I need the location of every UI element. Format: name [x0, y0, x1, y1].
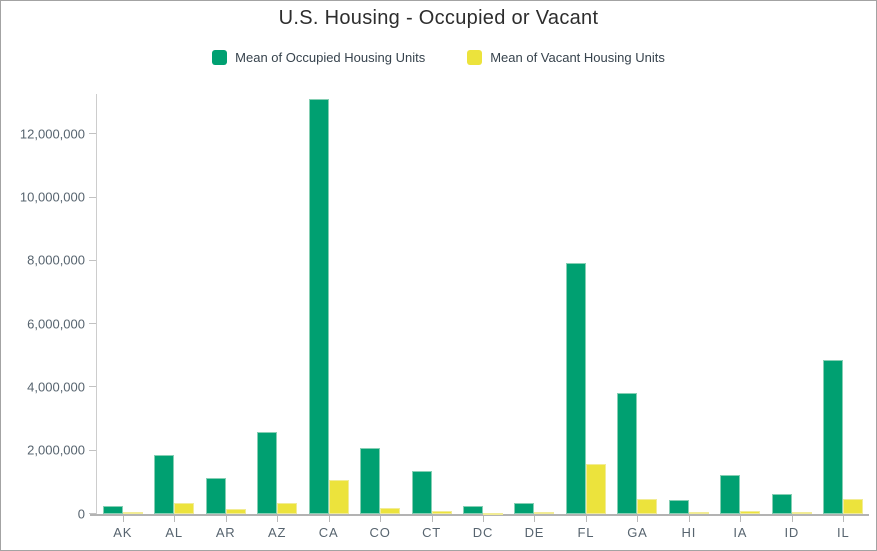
occupied-bar-az[interactable]	[257, 432, 278, 514]
x-axis-label-ct: CT	[422, 525, 441, 540]
x-axis-tick	[380, 516, 382, 522]
x-axis-label-dc: DC	[472, 525, 494, 540]
vacant-bar-ct[interactable]	[431, 511, 452, 514]
x-axis-label-co: CO	[369, 525, 391, 540]
x-axis-label-ca: CA	[318, 525, 339, 540]
vacant-bar-ga[interactable]	[637, 499, 658, 514]
vacant-bar-dc[interactable]	[483, 513, 503, 515]
x-axis-label-de: DE	[524, 525, 545, 540]
y-axis-tick-label: 8,000,000	[27, 252, 85, 268]
chart-title: U.S. Housing - Occupied or Vacant	[278, 7, 599, 29]
x-axis-label-ak: AK	[113, 525, 133, 540]
chart-legend: Mean of Occupied Housing Units Mean of Va…	[1, 50, 876, 65]
vacant-bar-co[interactable]	[380, 508, 401, 514]
x-axis-label-id: ID	[784, 525, 800, 540]
vacant-bar-il[interactable]	[843, 499, 864, 514]
occupied-bar-al[interactable]	[154, 455, 175, 514]
legend-item-vacant[interactable]: Mean of Vacant Housing Units	[467, 50, 665, 65]
x-axis-label-hi: HI	[681, 525, 697, 540]
y-axis-tick-label: 10,000,000	[19, 189, 85, 205]
occupied-bar-ga[interactable]	[617, 393, 638, 514]
vacant-bar-az[interactable]	[277, 503, 298, 514]
vacant-bar-ia[interactable]	[740, 511, 761, 514]
legend-item-label: Mean of Occupied Housing Units	[235, 50, 426, 65]
y-axis-line	[96, 94, 97, 514]
y-axis-tick-label: 4,000,000	[27, 379, 85, 395]
y-axis-tick-label: 12,000,000	[19, 126, 85, 142]
x-axis-label-fl: FL	[577, 525, 595, 540]
x-axis-label-ga: GA	[627, 525, 648, 540]
x-axis-tick	[843, 516, 845, 522]
x-axis-tick	[534, 516, 536, 522]
x-axis-tick	[483, 516, 484, 522]
occupied-bar-il[interactable]	[823, 360, 844, 514]
y-axis-tick	[89, 323, 96, 325]
x-axis-label-ia: IA	[733, 525, 748, 540]
x-axis-tick	[637, 516, 639, 522]
occupied-bar-id[interactable]	[771, 494, 792, 514]
legend-item-occupied[interactable]: Mean of Occupied Housing Units	[212, 50, 425, 65]
y-axis-tick	[89, 133, 96, 135]
x-axis-label-al: AL	[165, 525, 183, 540]
x-axis-tick	[688, 516, 690, 522]
occupied-bar-co[interactable]	[360, 448, 381, 514]
occupied-bar-fl[interactable]	[565, 263, 586, 514]
x-axis-tick	[225, 516, 227, 522]
occupied-bar-de[interactable]	[514, 503, 535, 514]
y-axis-tick	[89, 513, 96, 514]
y-axis-tick	[89, 196, 96, 198]
y-axis-tick-label: 0	[77, 506, 85, 521]
vacant-bar-fl[interactable]	[585, 464, 606, 514]
x-axis-tick	[277, 516, 279, 522]
vacant-bar-ca[interactable]	[328, 480, 349, 514]
vacant-bar-ar[interactable]	[225, 509, 246, 514]
x-axis-tick	[431, 516, 433, 522]
x-axis-tick	[122, 516, 124, 522]
vacant-bar-de[interactable]	[534, 512, 555, 514]
occupied-bar-dc[interactable]	[463, 506, 483, 514]
vacant-bar-ak[interactable]	[122, 512, 143, 514]
y-axis-tick	[89, 449, 96, 451]
x-axis-tick	[585, 516, 587, 522]
x-axis-label-il: IL	[837, 525, 850, 540]
x-axis-tick	[740, 516, 742, 522]
x-axis-tick	[174, 516, 176, 522]
vacant-bar-al[interactable]	[174, 503, 195, 514]
occupied-bar-ak[interactable]	[102, 506, 123, 514]
vacant-bar-hi[interactable]	[688, 512, 709, 514]
x-axis-tick	[791, 516, 793, 522]
x-axis-label-az: AZ	[268, 525, 287, 540]
occupied-bar-ct[interactable]	[411, 471, 432, 514]
legend-item-label: Mean of Vacant Housing Units	[490, 50, 665, 65]
vacant-bar-id[interactable]	[791, 512, 812, 514]
y-axis-tick	[89, 259, 96, 261]
x-axis-label-ar: AR	[215, 525, 236, 540]
occupied-bar-ia[interactable]	[720, 475, 741, 514]
y-axis-tick-label: 6,000,000	[27, 316, 85, 332]
occupied-bar-hi[interactable]	[668, 500, 689, 514]
x-axis-tick	[328, 516, 330, 522]
green-swatch-icon	[212, 50, 228, 65]
yellow-swatch-icon	[467, 50, 483, 65]
occupied-bar-ar[interactable]	[205, 478, 226, 514]
x-axis-line	[90, 514, 869, 516]
y-axis-tick	[89, 386, 96, 388]
y-axis-tick-label: 2,000,000	[27, 442, 85, 458]
occupied-bar-ca[interactable]	[308, 99, 329, 514]
